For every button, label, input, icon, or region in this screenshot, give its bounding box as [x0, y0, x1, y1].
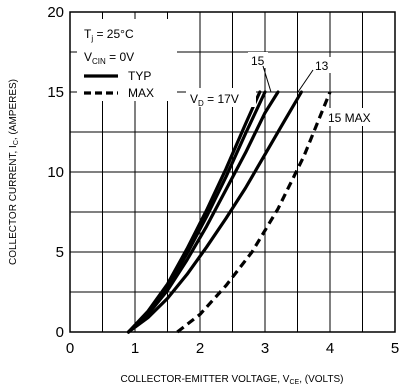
y-tick-labels: 0 5 10 15 20 — [47, 4, 64, 341]
y-tick-label: 5 — [56, 244, 64, 261]
plot-frame — [69, 11, 396, 333]
series-line-5 — [176, 91, 332, 334]
condition-vcin: VCIN = 0V — [84, 50, 134, 66]
series-line-4 — [126, 90, 303, 334]
condition-tj: Tj = 25°C — [84, 27, 134, 43]
legend-box — [77, 19, 177, 101]
x-tick-label: 5 — [391, 340, 399, 357]
vd-label-bg — [186, 88, 256, 107]
leader-13 — [297, 69, 314, 93]
label-15-bg — [248, 52, 268, 68]
x-tick-label: 3 — [261, 340, 269, 357]
x-tick-label: 4 — [326, 340, 334, 357]
x-axis-title: COLLECTOR-EMITTER VOLTAGE, VCE, (VOLTS) — [121, 374, 344, 386]
x-tick-labels: 0 1 2 3 4 5 — [66, 340, 399, 357]
y-tick-label: 10 — [47, 164, 64, 181]
series-line-3 — [126, 90, 280, 334]
y-tick-label: 0 — [56, 324, 64, 341]
x-tick-label: 1 — [131, 340, 139, 357]
leader-15 — [262, 65, 272, 93]
label-13-bg — [312, 57, 332, 73]
x-tick-label: 2 — [196, 340, 204, 357]
y-tick-label: 20 — [47, 4, 64, 21]
y-tick-label: 15 — [47, 84, 64, 101]
series-group — [126, 90, 332, 334]
y-axis-title: COLLECTOR CURRENT, IC, (AMPERES) — [8, 79, 20, 265]
annotation-13: 13 — [315, 59, 329, 73]
x-tick-label: 0 — [66, 340, 74, 357]
annotation-15-max: 15 MAX — [328, 111, 371, 125]
annotation-vd-17v: VD = 17V — [190, 92, 239, 108]
legend-label-typ: TYP — [128, 69, 151, 83]
legend-label-max: MAX — [128, 86, 154, 100]
label-15max-bg — [324, 108, 382, 126]
annotation-15: 15 — [251, 54, 265, 68]
